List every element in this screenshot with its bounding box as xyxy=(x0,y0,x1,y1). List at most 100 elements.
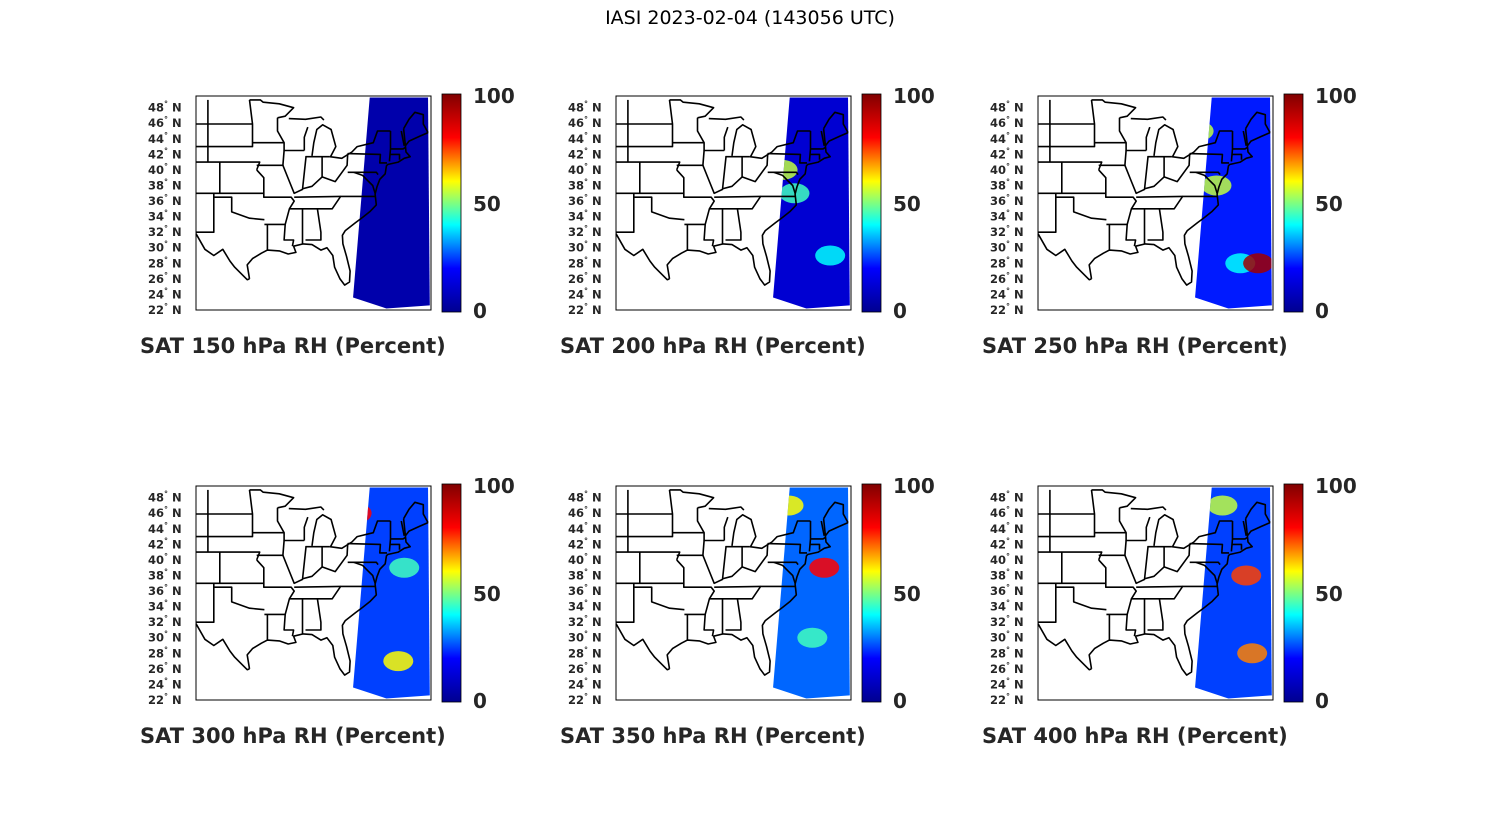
lat-tick-label: 40° N xyxy=(990,552,1024,567)
lat-tick-label: 48° N xyxy=(148,100,182,115)
lat-tick-label: 28° N xyxy=(568,255,602,270)
colorbar-tick-label: 100 xyxy=(893,88,935,108)
map-panel-400hpa: 100° W90° W80° W70° W48° N46° N44° N42° … xyxy=(982,478,1402,778)
colorbar xyxy=(861,93,882,313)
map-panel-250hpa: 100° W90° W80° W70° W48° N46° N44° N42° … xyxy=(982,88,1402,388)
lat-tick-label: 24° N xyxy=(148,676,182,691)
lat-tick-label: 22° N xyxy=(568,692,602,707)
state-outlines xyxy=(615,99,849,286)
map-svg: 100° W90° W80° W70° W48° N46° N44° N42° … xyxy=(568,88,935,323)
colorbar-tick-label: 50 xyxy=(893,582,921,606)
lat-tick-label: 28° N xyxy=(568,645,602,660)
lat-tick-label: 36° N xyxy=(148,193,182,208)
colorbar-tick-label: 100 xyxy=(893,478,935,498)
state-outlines xyxy=(195,99,429,286)
lat-tick-label: 40° N xyxy=(148,552,182,567)
colorbar-tick-label: 50 xyxy=(473,582,501,606)
lat-tick-label: 34° N xyxy=(990,209,1024,224)
map-svg: 100° W90° W80° W70° W48° N46° N44° N42° … xyxy=(148,88,515,323)
map-svg: 100° W90° W80° W70° W48° N46° N44° N42° … xyxy=(990,478,1357,713)
lat-tick-label: 28° N xyxy=(148,255,182,270)
lat-tick-label: 40° N xyxy=(148,162,182,177)
lat-tick-label: 44° N xyxy=(568,521,602,536)
lat-tick-label: 38° N xyxy=(990,567,1024,582)
rh-feature xyxy=(1243,253,1272,274)
map-svg: 100° W90° W80° W70° W48° N46° N44° N42° … xyxy=(568,478,935,713)
state-outlines xyxy=(615,489,849,676)
lat-tick-label: 40° N xyxy=(568,162,602,177)
state-outlines xyxy=(1037,99,1271,286)
figure-title: IASI 2023-02-04 (143056 UTC) xyxy=(605,7,895,29)
lat-tick-label: 46° N xyxy=(568,505,602,520)
lat-tick-label: 24° N xyxy=(568,676,602,691)
lat-tick-label: 32° N xyxy=(148,614,182,629)
lat-tick-label: 22° N xyxy=(148,302,182,317)
colorbar xyxy=(861,483,882,703)
colorbar-tick-label: 50 xyxy=(1315,192,1343,216)
lat-tick-label: 32° N xyxy=(148,224,182,239)
rh-feature xyxy=(1207,495,1238,516)
lat-tick-label: 46° N xyxy=(148,115,182,130)
colorbar-tick-label: 0 xyxy=(1315,299,1329,323)
panel-title: SAT 350 hPa RH (Percent) xyxy=(560,724,866,748)
map-svg: 100° W90° W80° W70° W48° N46° N44° N42° … xyxy=(148,478,515,713)
lat-tick-label: 34° N xyxy=(990,599,1024,614)
lat-tick-label: 44° N xyxy=(148,131,182,146)
lat-tick-label: 46° N xyxy=(148,505,182,520)
panel-title: SAT 300 hPa RH (Percent) xyxy=(140,724,446,748)
panel-title: SAT 150 hPa RH (Percent) xyxy=(140,334,446,358)
lat-tick-label: 44° N xyxy=(990,131,1024,146)
lat-tick-label: 44° N xyxy=(568,131,602,146)
lat-tick-label: 22° N xyxy=(990,302,1024,317)
lat-tick-label: 26° N xyxy=(148,661,182,676)
lat-tick-label: 22° N xyxy=(148,692,182,707)
lat-tick-label: 34° N xyxy=(568,209,602,224)
map-panel-200hpa: 100° W90° W80° W70° W48° N46° N44° N42° … xyxy=(560,88,980,388)
lat-tick-label: 34° N xyxy=(148,209,182,224)
lat-tick-label: 32° N xyxy=(568,224,602,239)
lat-tick-label: 24° N xyxy=(568,286,602,301)
colorbar xyxy=(441,483,462,703)
lat-tick-label: 24° N xyxy=(148,286,182,301)
lat-tick-label: 48° N xyxy=(990,100,1024,115)
colorbar-tick-label: 100 xyxy=(1315,478,1357,498)
rh-feature xyxy=(815,245,846,266)
lat-tick-label: 36° N xyxy=(990,193,1024,208)
lat-tick-label: 32° N xyxy=(568,614,602,629)
lat-tick-label: 38° N xyxy=(148,567,182,582)
lat-tick-label: 22° N xyxy=(568,302,602,317)
lat-tick-label: 38° N xyxy=(990,177,1024,192)
colorbar xyxy=(441,93,462,313)
lat-tick-label: 24° N xyxy=(990,286,1024,301)
rh-feature xyxy=(389,557,420,578)
lat-tick-label: 38° N xyxy=(148,177,182,192)
lat-tick-label: 42° N xyxy=(990,536,1024,551)
rh-feature xyxy=(809,557,840,578)
colorbar-tick-label: 0 xyxy=(893,299,907,323)
lat-tick-label: 40° N xyxy=(990,162,1024,177)
panel-title: SAT 250 hPa RH (Percent) xyxy=(982,334,1288,358)
colorbar-tick-label: 0 xyxy=(893,689,907,713)
map-panel-350hpa: 100° W90° W80° W70° W48° N46° N44° N42° … xyxy=(560,478,980,778)
lat-tick-label: 28° N xyxy=(990,255,1024,270)
lat-tick-label: 42° N xyxy=(148,146,182,161)
lat-tick-label: 44° N xyxy=(990,521,1024,536)
lat-tick-label: 30° N xyxy=(568,240,602,255)
state-outlines xyxy=(195,489,429,676)
lat-tick-label: 32° N xyxy=(990,614,1024,629)
lat-tick-label: 34° N xyxy=(568,599,602,614)
map-panel-300hpa: 100° W90° W80° W70° W48° N46° N44° N42° … xyxy=(140,478,560,778)
colorbar-tick-label: 50 xyxy=(893,192,921,216)
lat-tick-label: 30° N xyxy=(148,240,182,255)
colorbar-tick-label: 100 xyxy=(473,88,515,108)
lat-tick-label: 42° N xyxy=(568,536,602,551)
lat-tick-label: 42° N xyxy=(568,146,602,161)
lat-tick-label: 32° N xyxy=(990,224,1024,239)
lat-tick-label: 38° N xyxy=(568,177,602,192)
lat-tick-label: 46° N xyxy=(990,115,1024,130)
lat-tick-label: 30° N xyxy=(568,630,602,645)
lat-tick-label: 26° N xyxy=(568,661,602,676)
colorbar-tick-label: 0 xyxy=(473,299,487,323)
lat-tick-label: 40° N xyxy=(568,552,602,567)
lat-tick-label: 24° N xyxy=(990,676,1024,691)
